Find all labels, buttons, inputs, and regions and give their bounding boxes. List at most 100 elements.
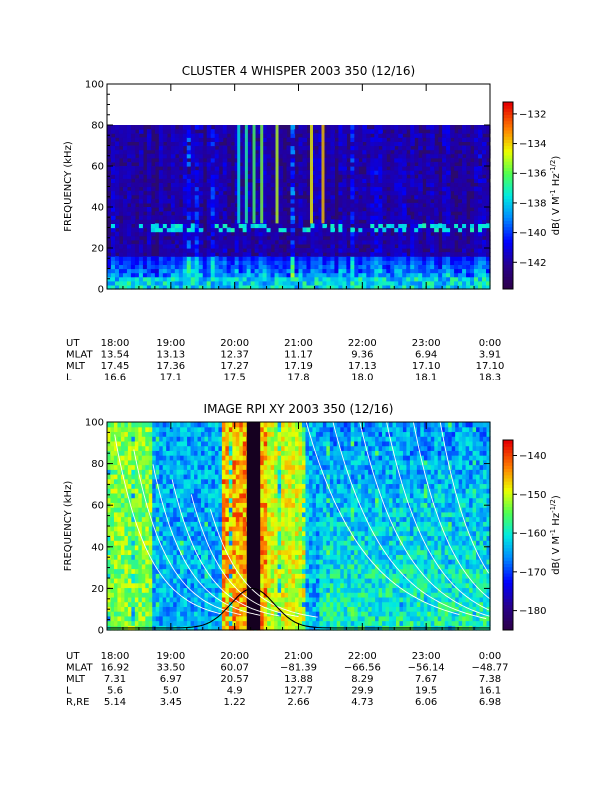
colorbar-label: dB( V M-1 Hz-1/2)	[549, 495, 562, 575]
ephemeris-value: 1.22	[224, 697, 246, 708]
colorbar: −132 −134 −136 −138 −140 −142 dB( V M-1 Hz-1/2…	[502, 101, 562, 290]
ephemeris-value: 16.92	[101, 663, 130, 674]
ephemeris-value: −66.56	[344, 663, 381, 674]
ephemeris-value: 13.88	[284, 674, 313, 685]
ephemeris-row-label: MLAT	[66, 350, 93, 361]
ephemeris-value: 9.36	[351, 350, 373, 361]
ephemeris-value: 17.27	[220, 361, 249, 372]
ephemeris-value: 18.1	[415, 373, 437, 381]
ephemeris-value: 2.66	[287, 697, 309, 708]
ephemeris-value: 127.7	[284, 686, 313, 697]
y-axis-label: FREQUENCY (kHz)	[63, 141, 74, 232]
colorbar-tick-label: −150	[519, 490, 546, 501]
ephemeris-value: 33.50	[157, 663, 186, 674]
ephemeris-value: 6.94	[415, 350, 437, 361]
ephemeris-value: 13.54	[101, 350, 130, 361]
ephemeris-row-label: R,RE	[66, 697, 89, 708]
cluster-whisper-panel: CLUSTER 4 WHISPER 2003 350 (12/16) 0 20 40 6…	[0, 0, 600, 380]
ephemeris-row-label: MLAT	[66, 663, 93, 674]
ephemeris-value: 8.29	[351, 674, 373, 685]
ephemeris-value: 5.6	[107, 686, 123, 697]
y-tick-label: 40	[91, 203, 104, 214]
y-tick-label: 80	[91, 459, 104, 470]
ephemeris-value: 21:00	[284, 651, 313, 662]
colorbar-tick-label: −170	[519, 567, 546, 578]
ephemeris-row-label: UT	[66, 338, 80, 349]
colorbar-tick-label: −134	[519, 139, 546, 150]
ephemeris-value: 18.0	[351, 373, 373, 381]
ephemeris-value: 17.1	[160, 373, 182, 381]
ephemeris-value: 3.91	[479, 350, 501, 361]
ephemeris-value: 19:00	[156, 338, 185, 349]
ephemeris-value: 21:00	[284, 338, 313, 349]
image-rpi-spectrogram-chart: IMAGE RPI XY 2003 350 (12/16) 0 20 40 60 80 10…	[63, 402, 562, 708]
ephemeris-value: 18.3	[479, 373, 501, 381]
ephemeris-value: 0:00	[479, 651, 501, 662]
colorbar-tick-label: −140	[519, 228, 546, 239]
colorbar-tick-label: −160	[519, 529, 546, 540]
ephemeris-value: 22:00	[348, 338, 377, 349]
ephemeris-value: 4.73	[351, 697, 373, 708]
ephemeris-value: 23:00	[412, 338, 441, 349]
ephemeris-value: 17.5	[224, 373, 246, 381]
ephemeris-table: UT 18:00 19:00 20:00 21:00 22:00 23:00 0:00 MLAT…	[66, 338, 504, 380]
image-rpi-panel: IMAGE RPI XY 2003 350 (12/16) 0 20 40 60 80 10…	[0, 380, 600, 800]
y-tick-label: 20	[91, 244, 104, 255]
chart-title: IMAGE RPI XY 2003 350 (12/16)	[204, 402, 394, 416]
ephemeris-value: 13.13	[157, 350, 186, 361]
ephemeris-value: 3.45	[160, 697, 182, 708]
y-axis-label: FREQUENCY (kHz)	[63, 481, 74, 572]
ephemeris-value: 17.36	[157, 361, 186, 372]
ephemeris-value: 17.45	[101, 361, 130, 372]
ephemeris-row-label: MLT	[66, 361, 86, 372]
ephemeris-value: 5.14	[104, 697, 126, 708]
ephemeris-value: −56.14	[408, 663, 445, 674]
y-tick-label: 0	[98, 285, 104, 296]
ephemeris-value: 29.9	[351, 686, 373, 697]
ephemeris-value: 5.0	[163, 686, 179, 697]
ephemeris-value: 11.17	[284, 350, 313, 361]
colorbar-tick-label: −136	[519, 169, 546, 180]
y-tick-label: 20	[91, 584, 104, 595]
ephemeris-value: 0:00	[479, 338, 501, 349]
ephemeris-value: −81.39	[280, 663, 317, 674]
ephemeris-value: 17.8	[287, 373, 309, 381]
ephemeris-value: 7.67	[415, 674, 437, 685]
colorbar-tick-label: −180	[519, 606, 546, 617]
ephemeris-value: 17.13	[348, 361, 377, 372]
ephemeris-value: 17.10	[412, 361, 441, 372]
y-tick-label: 80	[91, 121, 104, 132]
ephemeris-row-label: MLT	[66, 674, 86, 685]
spectrogram-image	[107, 125, 491, 290]
colorbar-tick-label: −138	[519, 198, 546, 209]
ephemeris-value: 20:00	[220, 338, 249, 349]
ephemeris-value: 22:00	[348, 651, 377, 662]
ephemeris-value: 16.6	[104, 373, 126, 381]
ephemeris-value: 20:00	[220, 651, 249, 662]
chart-title: CLUSTER 4 WHISPER 2003 350 (12/16)	[182, 64, 415, 78]
y-tick-label: 60	[91, 501, 104, 512]
colorbar-tick-label: −140	[519, 451, 546, 462]
ephemeris-value: 17.19	[284, 361, 313, 372]
ephemeris-value: −48.77	[471, 663, 508, 674]
ephemeris-value: 6.98	[479, 697, 501, 708]
ephemeris-value: 6.97	[160, 674, 182, 685]
ephemeris-table: UT 18:00 19:00 20:00 21:00 22:00 23:00 0:00 MLAT…	[66, 651, 509, 708]
ephemeris-value: 19:00	[156, 651, 185, 662]
ephemeris-value: 60.07	[220, 663, 249, 674]
y-tick-label: 40	[91, 542, 104, 553]
ephemeris-value: 23:00	[412, 651, 441, 662]
ephemeris-value: 18:00	[101, 338, 130, 349]
y-tick-label: 100	[85, 80, 104, 91]
ephemeris-value: 12.37	[220, 350, 249, 361]
colorbar: −140 −150 −160 −170 −180 dB( V M-1 Hz-1/2)	[502, 439, 562, 631]
colorbar-tick-label: −142	[519, 258, 546, 269]
ephemeris-row-label: L	[66, 373, 72, 381]
ephemeris-value: 19.5	[415, 686, 437, 697]
ephemeris-value: 17.10	[476, 361, 505, 372]
ephemeris-value: 18:00	[101, 651, 130, 662]
ephemeris-value: 6.06	[415, 697, 437, 708]
spectrogram-image	[107, 421, 491, 631]
ephemeris-value: 20.57	[220, 674, 249, 685]
ephemeris-row-label: L	[66, 686, 72, 697]
